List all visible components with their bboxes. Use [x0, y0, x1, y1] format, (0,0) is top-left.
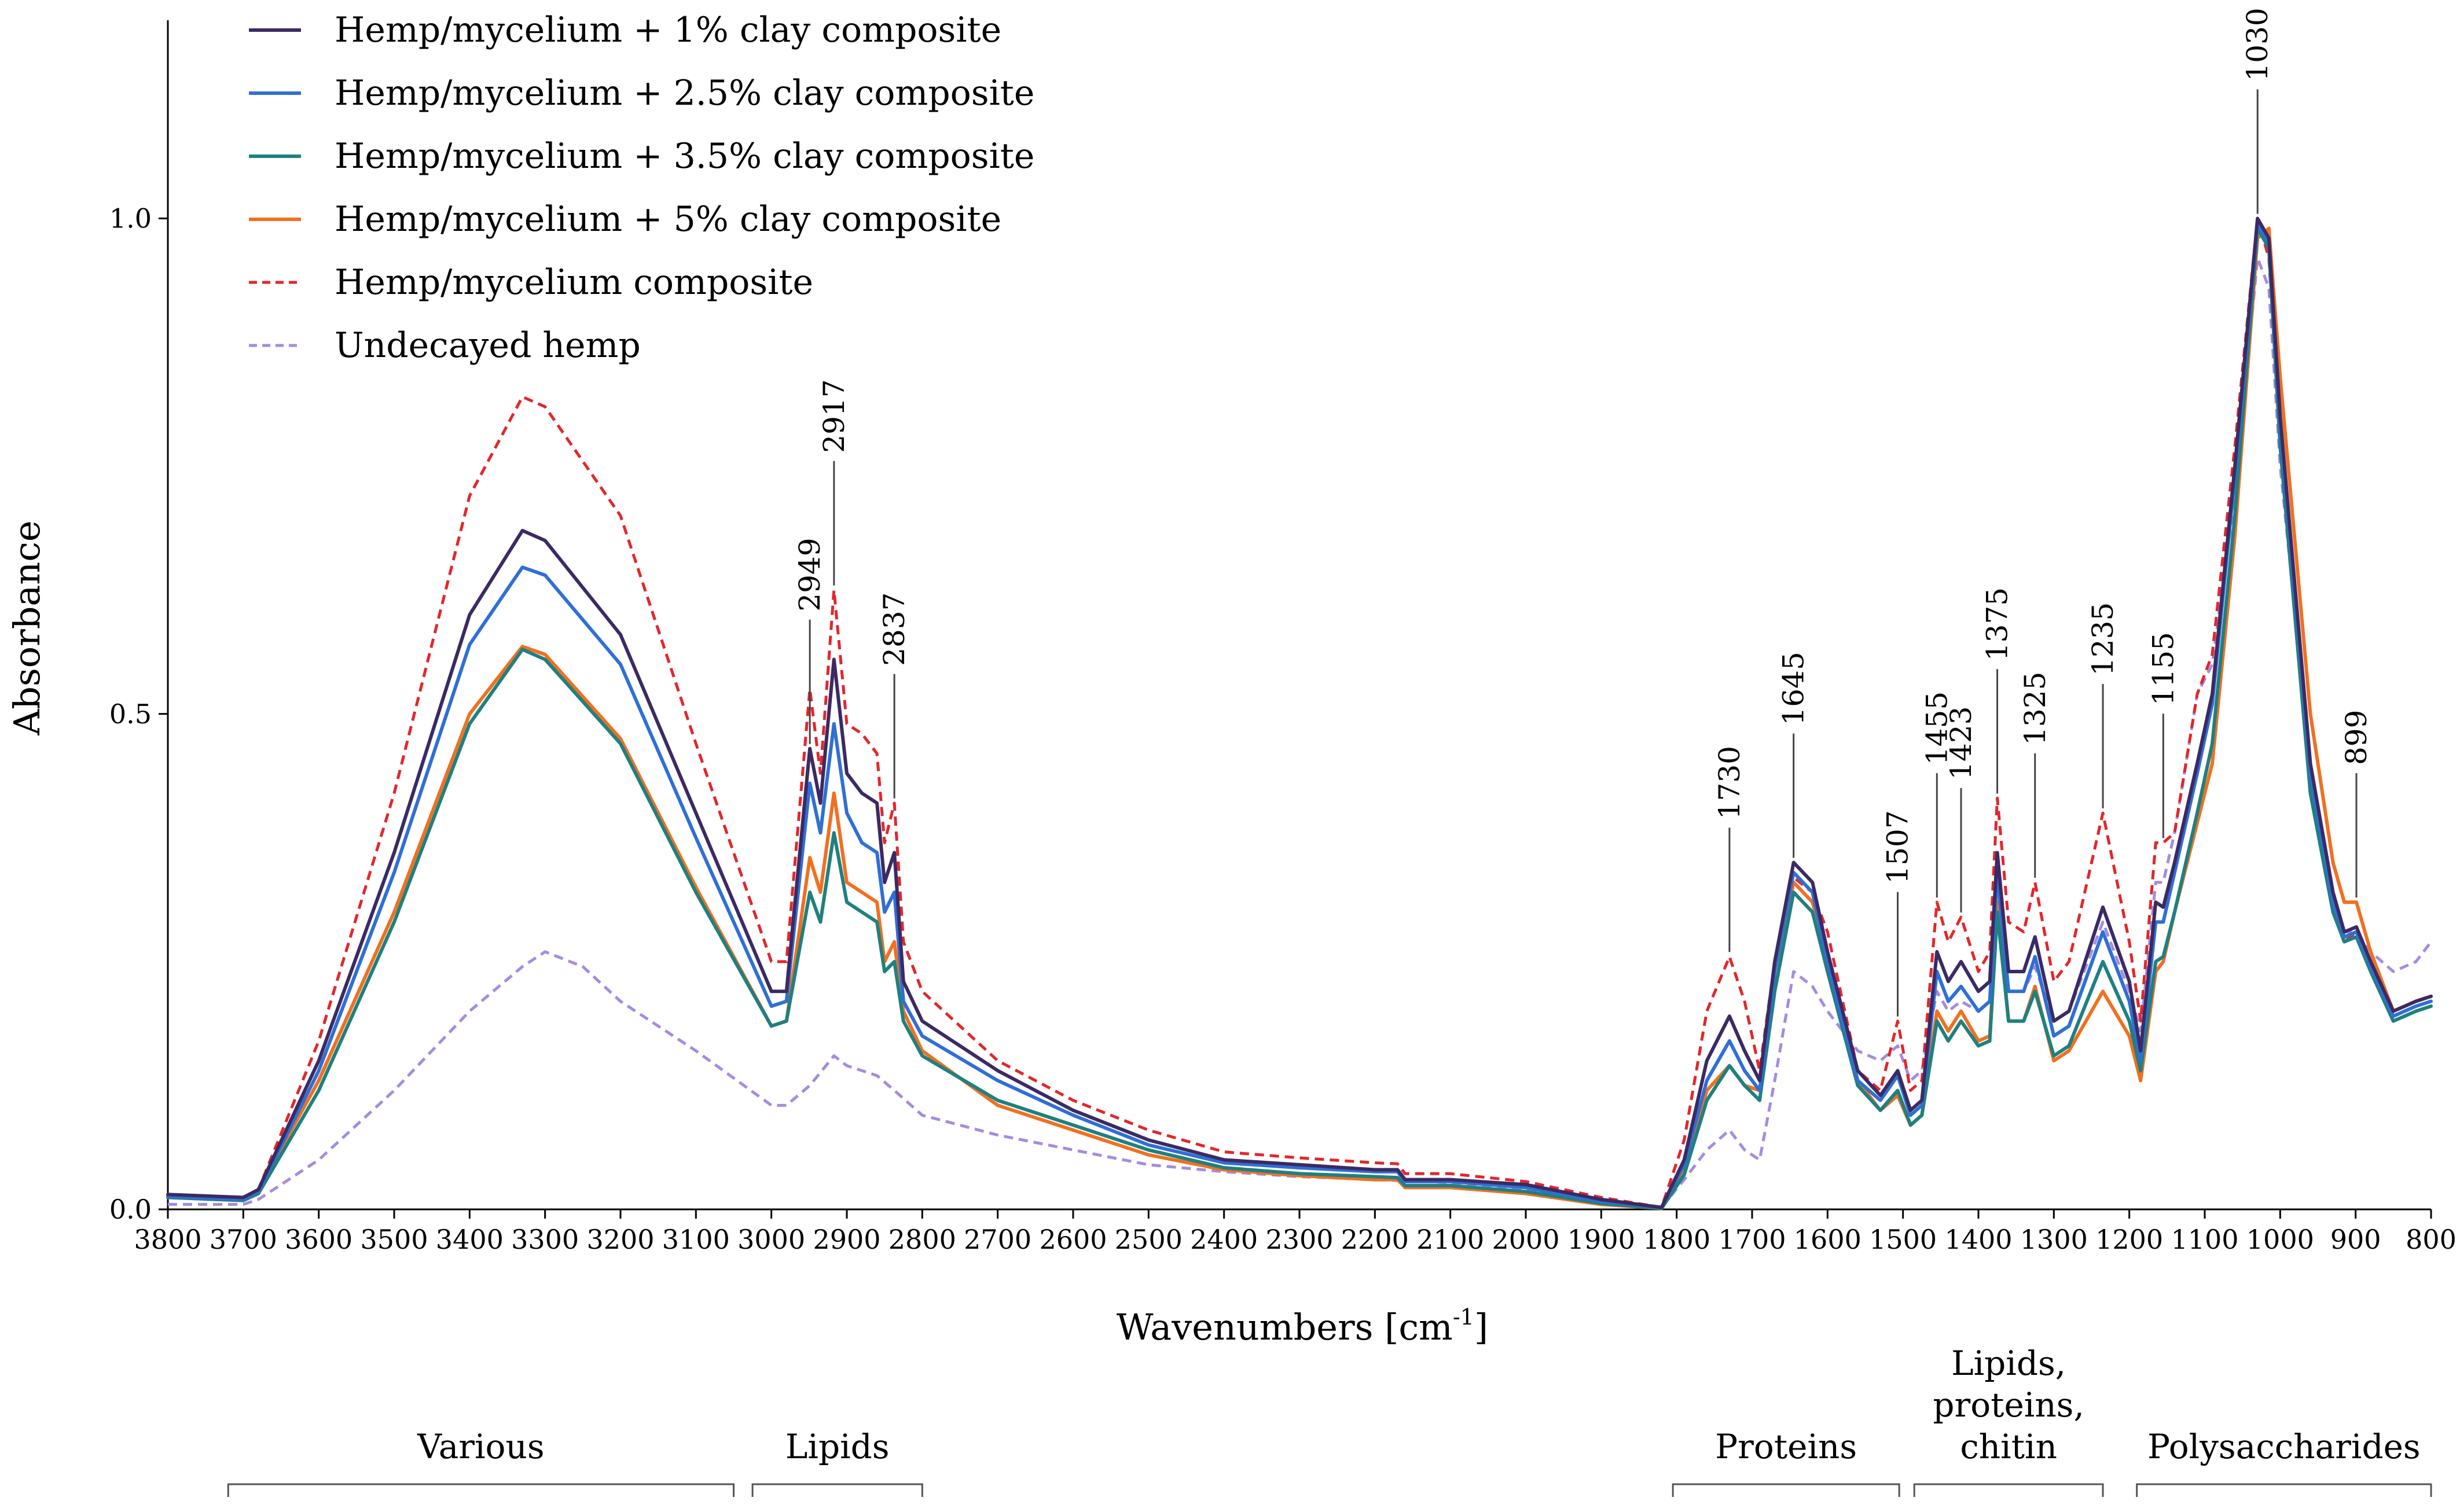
x-axis-title-main: Wavenumbers [cm [1117, 1306, 1453, 1348]
legend-label: Undecayed hemp [335, 325, 641, 366]
axes: 3800 3700 3600 3500 3400 3300 3200 3100 3000 2900… [109, 20, 2457, 1255]
x-axis-title-close: ] [1474, 1306, 1488, 1348]
legend-label: Hemp/mycelium + 5% clay composite [335, 199, 1001, 240]
y-tick-label: 0.5 [109, 698, 152, 730]
region-bracket [227, 1483, 735, 1497]
y-tick-label: 1.0 [109, 203, 152, 234]
region-label: Various [417, 1427, 544, 1466]
peak-label: 2949 [793, 538, 827, 611]
region-label: Lipids [785, 1427, 890, 1466]
series-line [167, 217, 2432, 1209]
region-bracket [751, 1483, 923, 1497]
region-label: proteins, [1933, 1385, 2084, 1425]
region-bracket [1672, 1483, 1900, 1497]
x-tick-label: 1900 [1567, 1224, 1635, 1255]
legend-label: Hemp/mycelium + 2.5% clay composite [335, 73, 1034, 113]
x-axis-title-sup: -1 [1453, 1304, 1474, 1330]
series-line [166, 216, 2433, 1209]
x-tick-label: 2800 [888, 1224, 956, 1255]
peak-label: 1730 [1713, 746, 1746, 819]
x-tick-label: 2000 [1492, 1224, 1559, 1255]
peak-label: 1030 [2241, 8, 2274, 81]
x-tick-label: 3400 [436, 1224, 504, 1255]
x-tick-label: 2700 [964, 1224, 1031, 1255]
x-tick-label: 3000 [737, 1224, 805, 1255]
x-axis-title: Wavenumbers [cm-1] [1117, 1304, 1488, 1348]
region-label: chitin [1960, 1427, 2057, 1466]
peak-label: 2837 [877, 593, 911, 666]
peak-label: 899 [2340, 710, 2373, 765]
region-label: Polysaccharides [2147, 1427, 2421, 1466]
x-tick-label: 1100 [2171, 1224, 2238, 1255]
legend-label: Hemp/mycelium + 3.5% clay composite [335, 136, 1034, 176]
peak-label: 1507 [1881, 810, 1915, 884]
peak-label: 1455 [1920, 691, 1954, 765]
region-bracket [2136, 1483, 2432, 1497]
peak-label: 1155 [2146, 632, 2180, 705]
legend: Hemp/mycelium + 1% clay composite Hemp/my… [249, 10, 1034, 366]
y-tick-label: 0.0 [109, 1194, 152, 1225]
legend-label: Hemp/mycelium composite [335, 262, 813, 303]
x-tick-label: 2900 [813, 1224, 880, 1255]
legend-label: Hemp/mycelium + 1% clay composite [335, 10, 1001, 50]
x-tick-label: 2200 [1341, 1224, 1409, 1255]
x-tick-label: 3800 [134, 1224, 201, 1255]
x-tick-label: 3700 [210, 1224, 277, 1255]
peak-label: 2917 [817, 379, 851, 453]
y-axis-title: Absorbance [6, 520, 48, 735]
x-tick-label: 2600 [1039, 1224, 1107, 1255]
x-tick-label: 1800 [1643, 1224, 1710, 1255]
peak-label: 1375 [1981, 587, 2014, 661]
x-tick-label: 800 [2406, 1224, 2457, 1255]
series-line [166, 226, 2433, 1211]
x-tick-label: 1700 [1718, 1224, 1786, 1255]
x-tick-label: 2100 [1416, 1224, 1484, 1255]
x-tick-label: 3200 [586, 1224, 654, 1255]
x-tick-label: 3500 [360, 1224, 428, 1255]
x-tick-label: 1500 [1869, 1224, 1937, 1255]
x-tick-label: 2300 [1265, 1224, 1333, 1255]
series-line [166, 226, 2433, 1211]
region-brackets: Various Lipids Proteins Lipids,proteins,chi… [227, 1344, 2432, 1497]
region-bracket [1913, 1483, 2104, 1497]
x-tick-label: 2400 [1190, 1224, 1258, 1255]
x-tick-label: 2500 [1115, 1224, 1183, 1255]
series-line [166, 222, 2433, 1209]
peak-label: 1235 [2086, 602, 2120, 676]
x-tick-label: 1200 [2095, 1224, 2163, 1255]
x-tick-label: 3100 [662, 1224, 730, 1255]
peak-label: 1423 [1944, 707, 1978, 780]
peak-label: 1645 [1777, 652, 1811, 725]
x-tick-label: 3600 [285, 1224, 353, 1255]
x-tick-label: 1600 [1794, 1224, 1861, 1255]
region-label: Lipids, [1951, 1344, 2066, 1383]
series-layer [166, 216, 2433, 1211]
peak-label: 1325 [2018, 672, 2052, 745]
x-tick-label: 1400 [1944, 1224, 2012, 1255]
series-line [168, 256, 2432, 1209]
x-tick-label: 900 [2330, 1224, 2381, 1255]
x-tick-label: 1000 [2246, 1224, 2314, 1255]
x-tick-label: 1300 [2020, 1224, 2088, 1255]
region-label: Proteins [1715, 1427, 1857, 1466]
x-tick-label: 3300 [511, 1224, 579, 1255]
